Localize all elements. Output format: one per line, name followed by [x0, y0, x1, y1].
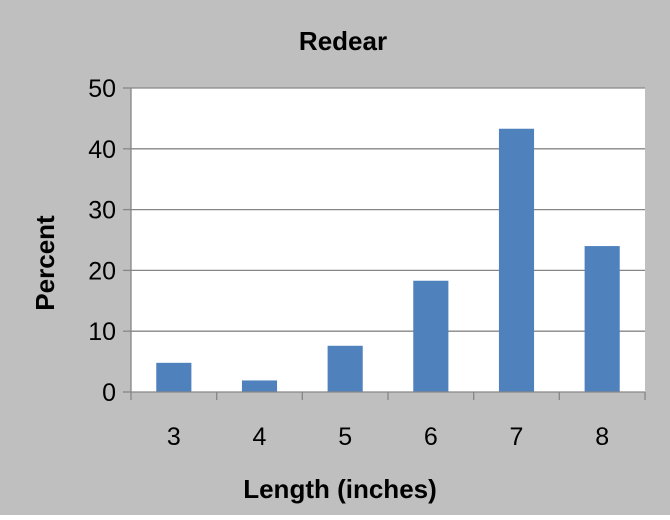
y-tick-label: 50: [88, 75, 116, 103]
y-tick-label: 10: [88, 318, 116, 346]
y-tick-label: 30: [88, 197, 116, 225]
axes: 0 10 20 30 40 50 3 4 5 6 7 8: [88, 75, 646, 451]
x-tick-label: 4: [253, 423, 267, 451]
bar-4: [241, 380, 278, 392]
y-tick-label: 40: [88, 136, 116, 164]
bars: [156, 128, 620, 392]
x-tick-label: 8: [595, 423, 609, 451]
chart-title: Redear: [299, 26, 387, 56]
x-tick-label: 5: [338, 423, 352, 451]
y-tick-label: 0: [102, 379, 116, 407]
bar-6: [413, 280, 449, 392]
y-tick-label: 20: [88, 257, 116, 285]
bar-8: [584, 246, 620, 392]
y-axis-title: Percent: [30, 215, 60, 311]
x-tick-label: 6: [424, 423, 438, 451]
x-tick-label: 3: [167, 423, 181, 451]
x-tick-label: 7: [510, 423, 524, 451]
x-axis-title: Length (inches): [243, 474, 437, 504]
bar-3: [156, 362, 192, 392]
bar-7: [498, 128, 535, 392]
bar-5: [327, 345, 363, 392]
plot-area: [131, 88, 645, 392]
gridlines: [131, 87, 645, 332]
